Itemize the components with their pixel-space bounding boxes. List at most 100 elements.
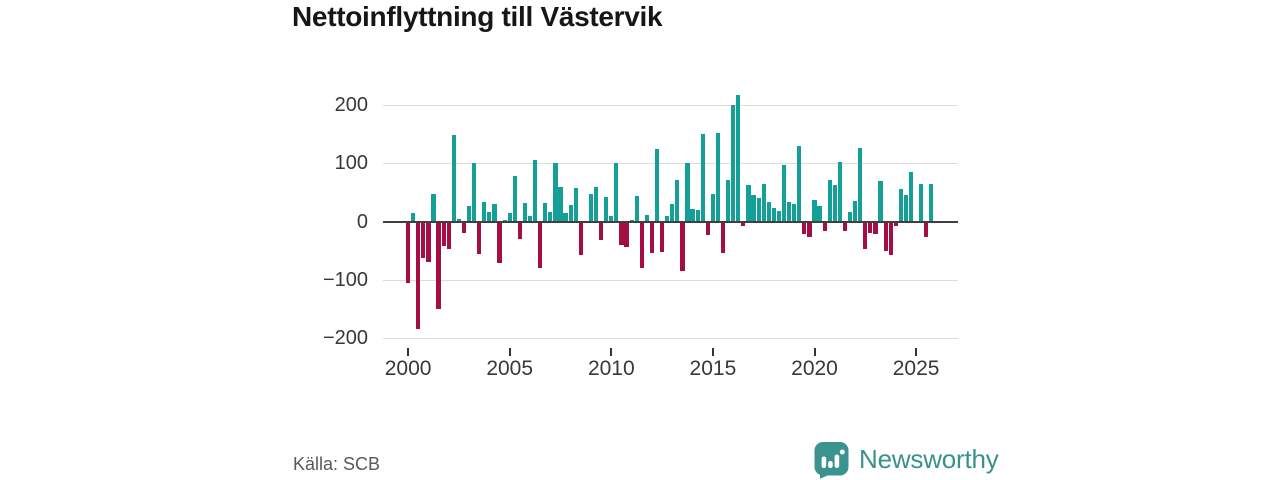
- bar: [527, 215, 533, 222]
- bar: [588, 194, 594, 222]
- bar: [863, 221, 868, 249]
- bar: [568, 205, 573, 222]
- bar: [553, 163, 558, 222]
- bar: [883, 221, 888, 252]
- bar: [766, 202, 771, 222]
- bar: [817, 205, 822, 222]
- y-gridline: [383, 337, 958, 339]
- bar: [654, 148, 660, 222]
- bar: [416, 221, 421, 330]
- bar: [893, 221, 898, 227]
- bar: [558, 186, 563, 222]
- x-axis-tick: [711, 348, 714, 356]
- bar: [776, 211, 782, 222]
- page-title: Nettoinflyttning till Västervik: [292, 1, 663, 32]
- brand-wordmark: Newsworthy: [859, 443, 999, 474]
- bar: [761, 184, 766, 222]
- bar: [741, 221, 746, 226]
- y-axis-label: 100: [334, 152, 368, 175]
- bar: [908, 172, 914, 222]
- bar: [924, 221, 929, 238]
- bar: [888, 221, 893, 255]
- y-gridline: [383, 279, 958, 281]
- bar: [466, 206, 472, 222]
- bar: [720, 221, 726, 253]
- bar: [609, 215, 614, 222]
- bar: [731, 105, 736, 222]
- source-note: Källa: SCB: [293, 454, 381, 474]
- bar: [451, 135, 456, 222]
- bar: [756, 198, 761, 222]
- bar: [670, 204, 675, 222]
- y-axis-label: −100: [322, 268, 368, 291]
- bar: [903, 194, 909, 222]
- bar: [680, 221, 685, 271]
- bar: [431, 194, 436, 222]
- bar: [543, 203, 548, 222]
- bar: [563, 212, 568, 222]
- bar: [411, 212, 416, 222]
- y-axis-label: 0: [356, 210, 368, 233]
- bar: [436, 221, 441, 309]
- bar: [878, 180, 883, 222]
- bar: [690, 209, 695, 222]
- x-axis-label: 2025: [892, 357, 940, 380]
- bar: [665, 215, 670, 222]
- bar: [822, 221, 827, 232]
- bar: [507, 213, 512, 222]
- bar: [421, 221, 426, 258]
- bar: [441, 221, 446, 246]
- bar: [461, 221, 467, 233]
- bar: [781, 165, 787, 222]
- x-axis-label: 2010: [587, 357, 635, 380]
- bar: [746, 185, 751, 222]
- bar: [634, 195, 639, 222]
- bar: [619, 221, 624, 245]
- bar: [736, 95, 741, 222]
- bar: [700, 134, 705, 222]
- bar: [426, 221, 431, 263]
- bar: [573, 188, 578, 222]
- bar: [858, 147, 863, 222]
- bar-chart-bubble-icon: [813, 441, 850, 479]
- bar: [492, 204, 497, 222]
- bar: [456, 219, 461, 222]
- bar: [715, 133, 721, 222]
- bar: [837, 162, 842, 222]
- bar: [639, 221, 644, 269]
- bar: [522, 202, 528, 222]
- bar: [533, 160, 538, 222]
- bar: [898, 188, 903, 222]
- bar: [771, 207, 776, 222]
- x-axis-label: 2020: [791, 357, 838, 380]
- bar: [477, 221, 482, 254]
- bar: [538, 221, 543, 269]
- x-axis-tick: [915, 348, 918, 356]
- bar: [919, 184, 924, 222]
- x-axis-label: 2000: [384, 357, 432, 380]
- y-gridline: [383, 105, 958, 107]
- bar: [807, 221, 812, 237]
- bar: [787, 201, 792, 222]
- bar: [710, 193, 715, 222]
- bar: [792, 204, 797, 222]
- bar: [842, 221, 848, 232]
- x-axis-tick: [508, 348, 511, 356]
- bar: [853, 201, 858, 222]
- bar: [685, 163, 690, 222]
- zero-baseline: [383, 220, 958, 223]
- bar: [482, 202, 487, 222]
- bar: [487, 211, 492, 222]
- bar: [593, 186, 599, 222]
- bar: [446, 221, 451, 250]
- bar: [726, 179, 731, 222]
- bar: [649, 221, 655, 253]
- bar: [695, 209, 700, 222]
- bar: [812, 199, 817, 222]
- bar: [624, 221, 629, 247]
- x-axis-label: 2005: [486, 357, 534, 380]
- bar: [802, 221, 807, 235]
- newsworthy-logo[interactable]: Newsworthy: [813, 441, 999, 479]
- bar: [660, 221, 665, 253]
